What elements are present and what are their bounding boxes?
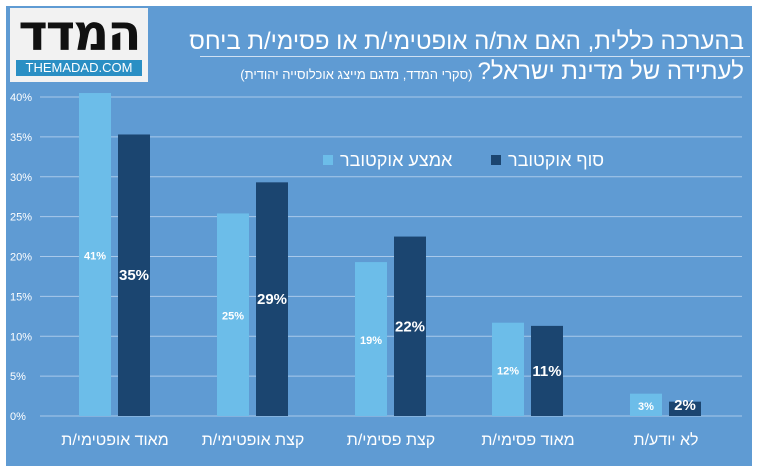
bar xyxy=(79,93,111,416)
y-tick-label: 35% xyxy=(10,132,32,144)
x-category-label: לא יודע/ת xyxy=(634,431,699,449)
y-tick-label: 20% xyxy=(10,252,32,264)
chart-subtitle: (סקרי המדד, מדגם מייצג אוכלוסייה יהודית) xyxy=(240,67,473,82)
bar xyxy=(256,182,288,416)
y-tick-label: 25% xyxy=(10,212,32,224)
logo-text: המדד xyxy=(18,4,141,62)
legend-swatch xyxy=(491,155,501,165)
chart-title-line2: לעתידה של מדינת ישראל? (סקרי המדד, מדגם … xyxy=(240,58,744,86)
y-tick-label: 5% xyxy=(10,371,26,383)
y-tick-label: 30% xyxy=(10,172,32,184)
data-label: 2% xyxy=(674,397,696,414)
legend-label: אמצע אוקטובר xyxy=(340,150,453,170)
logo-url: THEMADAD.COM xyxy=(16,60,142,76)
bar xyxy=(531,325,563,416)
bar xyxy=(355,262,387,416)
data-label: 41% xyxy=(84,251,106,263)
logo: המדד THEMADAD.COM xyxy=(10,4,148,82)
bar xyxy=(492,322,524,416)
data-label: 3% xyxy=(638,401,654,413)
data-label: 29% xyxy=(257,291,287,308)
x-category-label: מאוד אופטימי/ת xyxy=(61,432,168,449)
bar xyxy=(630,393,662,416)
data-label: 22% xyxy=(395,318,425,335)
x-category-label: קצת אופטימי/ת xyxy=(202,432,305,449)
legend-label: סוף אוקטובר xyxy=(508,150,604,170)
x-category-label: קצת פסימי/ת xyxy=(347,432,435,449)
bar xyxy=(217,213,249,416)
y-tick-label: 0% xyxy=(10,411,26,423)
data-label: 12% xyxy=(497,365,519,377)
y-tick-label: 40% xyxy=(10,92,32,104)
bar xyxy=(394,236,426,416)
data-label: 35% xyxy=(119,267,149,284)
x-category-label: מאוד פסימי/ת xyxy=(481,432,574,449)
title-divider xyxy=(200,56,750,57)
y-tick-label: 10% xyxy=(10,331,32,343)
legend-swatch xyxy=(323,155,333,165)
bar xyxy=(118,134,150,417)
chart-title-question: לעתידה של מדינת ישראל? xyxy=(477,58,744,85)
data-label: 11% xyxy=(532,363,561,380)
bar xyxy=(669,401,701,416)
data-label: 25% xyxy=(222,311,244,323)
chart-title-line1: בהערכה כללית, האם את/ה אופטימי/ת או פסימ… xyxy=(189,28,744,55)
y-tick-label: 15% xyxy=(10,291,32,303)
data-label: 19% xyxy=(360,335,382,347)
